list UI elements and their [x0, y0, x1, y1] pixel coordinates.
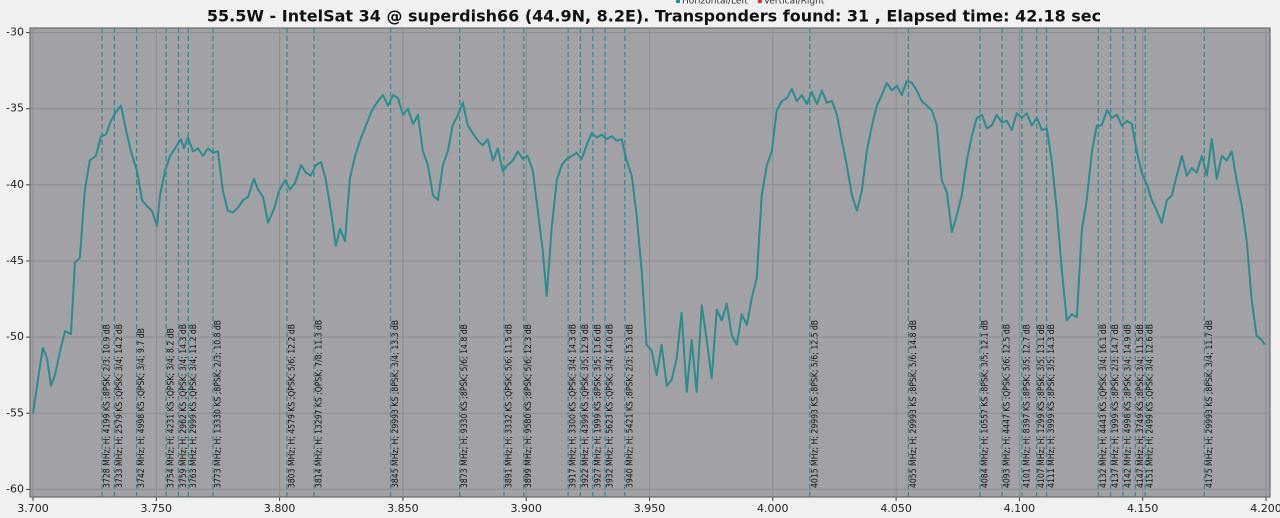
y-tick-label: -60: [6, 482, 24, 495]
transponder-label: 3759 MHz; H; 2962 KS ;QPSK; 3/4; 14.3 dB: [179, 324, 189, 488]
transponder-label: 3940 MHz; H; 5421 KS ;8PSK; 2/3; 15.3 dB: [625, 324, 635, 488]
x-tick-label: 3.700: [17, 502, 49, 515]
transponder-label: 4055 MHz; H; 29993 KS ;8PSK; 5/6; 14.8 d…: [909, 320, 919, 488]
transponder-label: 4137 MHz; H; 1999 KS ;8PSK; 2/3; 14.7 dB: [1111, 324, 1121, 488]
transponder-label: 4015 MHz; H; 29993 KS ;8PSK; 5/6; 12.5 d…: [810, 320, 820, 488]
y-tick-label: -40: [6, 178, 24, 191]
transponder-label: 4132 MHz; H; 4443 KS ;QPSK; 3/4; 16.1 dB: [1099, 324, 1109, 488]
y-tick-label: -30: [6, 26, 24, 39]
legend-swatch: [757, 0, 762, 3]
transponder-label: 4147 MHz; H; 3749 KS ;8PSK; 3/4; 11.5 dB: [1136, 324, 1146, 488]
x-tick-label: 4.050: [880, 502, 912, 515]
transponder-label: 3773 MHz; H; 13330 KS ;8PSK; 2/3; 10.8 d…: [214, 320, 224, 488]
transponder-label: 3932 MHz; H; 5623 KS ;QPSK; 3/4; 14.0 dB: [606, 324, 616, 488]
transponder-label: 3845 MHz; H; 29993 KS ;8PSK; 3/4; 13.3 d…: [391, 320, 401, 488]
transponder-label: 3891 MHz; H; 3332 KS ;QPSK; 5/6; 11.5 dB: [505, 324, 515, 488]
transponder-label: 3814 MHz; H; 13297 KS ;QPSK; 7/8; 11.3 d…: [315, 320, 325, 488]
y-tick-label: -55: [6, 406, 24, 419]
x-tick-label: 4.150: [1127, 502, 1159, 515]
transponder-label: 4151 MHz; H; 2499 KS ;QPSK; 3/4; 12.6 dB: [1146, 324, 1156, 488]
x-tick-label: 4.200: [1250, 502, 1280, 515]
x-tick-label: 3.750: [141, 502, 173, 515]
y-tick-label: -35: [6, 102, 24, 115]
transponder-label: 3754 MHz; H; 4231 KS ;QPSK; 3/4; 8.2 dB: [167, 328, 177, 488]
transponder-label: 4142 MHz; H; 4998 KS ;8PSK; 3/4; 14.9 dB: [1123, 324, 1133, 488]
legend-label: Horizontal/Left: [682, 0, 748, 7]
transponder-label: 3873 MHz; H; 9330 KS ;8PSK; 5/6; 14.8 dB: [460, 324, 470, 488]
transponder-label: 4175 MHz; H; 29993 KS ;8PSK; 3/4; 11.7 d…: [1205, 320, 1215, 488]
transponder-label: 4107 MHz; H; 1299 KS ;8PSK; 3/5; 13.1 dB: [1037, 324, 1047, 488]
transponder-label: 3927 MHz; H; 1999 KS ;8PSK; 3/5; 13.6 dB: [593, 324, 603, 488]
x-tick-label: 3.900: [510, 502, 542, 515]
transponder-label: 4101 MHz; H; 8397 KS ;8PSK; 3/5; 12.7 dB: [1022, 324, 1032, 488]
legend-label: Vertical/Right: [764, 0, 825, 7]
transponder-label: 3742 MHz; H; 4998 KS ;QPSK; 3/4; 9.7 dB: [137, 328, 147, 488]
x-tick-label: 3.950: [634, 502, 666, 515]
x-tick-label: 4.100: [1004, 502, 1036, 515]
x-tick-label: 4.000: [757, 502, 789, 515]
x-tick-label: 3.850: [387, 502, 419, 515]
spectrum-line: [32, 80, 1266, 414]
legend-swatch: [676, 0, 680, 3]
transponder-label: 3922 MHz; H; 4399 KS ;QPSK; 3/5; 12.9 dB: [581, 324, 591, 488]
transponder-label: 3733 MHz; H; 2579 KS ;QPSK; 3/4; 14.2 dB: [115, 324, 125, 488]
y-tick-label: -45: [6, 254, 24, 267]
transponder-label: 3899 MHz; H; 9580 KS ;8PSK; 5/6; 12.3 dB: [524, 324, 534, 488]
transponder-label: 4111 MHz; H; 3999 KS ;8PSK; 3/5; 14.3 dB: [1047, 324, 1057, 488]
transponder-label: 3763 MHz; H; 2999 KS ;QPSK; 3/4; 11.2 dB: [189, 324, 199, 488]
transponder-label: 3803 MHz; H; 4579 KS ;QPSK; 5/6; 12.2 dB: [287, 324, 297, 488]
transponder-label: 3917 MHz; H; 3300 KS ;QPSK; 3/4; 14.3 dB: [569, 324, 579, 488]
transponder-label: 4084 MHz; H; 10557 KS ;8PSK; 3/5; 12.1 d…: [980, 320, 990, 488]
y-tick-label: -50: [6, 330, 24, 343]
chart-title: 55.5W - IntelSat 34 @ superdish66 (44.9N…: [207, 7, 1101, 26]
transponder-label: 4093 MHz; H; 4447 KS ;QPSK; 5/6; 12.5 dB: [1003, 324, 1013, 488]
transponder-label: 3728 MHz; H; 4199 KS ;8PSK; 2/3; 10.9 dB: [103, 324, 113, 488]
x-tick-label: 3.800: [264, 502, 296, 515]
